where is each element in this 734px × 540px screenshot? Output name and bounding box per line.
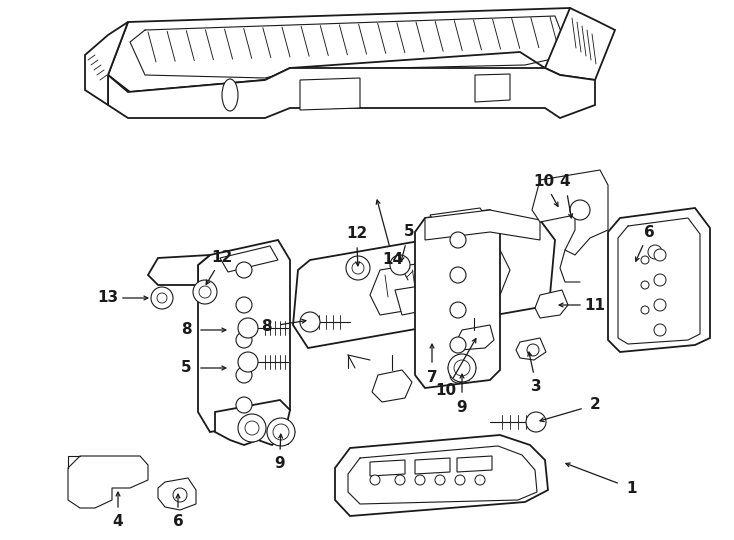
Circle shape: [238, 352, 258, 372]
Text: 8: 8: [181, 322, 192, 338]
Text: 2: 2: [590, 397, 601, 412]
Polygon shape: [415, 458, 450, 474]
Polygon shape: [532, 170, 608, 255]
Text: 14: 14: [382, 252, 404, 267]
Circle shape: [273, 424, 289, 440]
Text: 4: 4: [559, 174, 570, 188]
Text: 4: 4: [113, 515, 123, 530]
Circle shape: [570, 200, 590, 220]
Circle shape: [450, 367, 466, 383]
Polygon shape: [300, 78, 360, 110]
Polygon shape: [456, 325, 494, 350]
Circle shape: [527, 344, 539, 356]
Text: 5: 5: [181, 361, 192, 375]
Polygon shape: [335, 435, 548, 516]
Text: 13: 13: [98, 291, 119, 306]
Text: 6: 6: [172, 515, 184, 530]
Polygon shape: [608, 208, 710, 352]
Text: 9: 9: [457, 400, 468, 415]
Circle shape: [641, 306, 649, 314]
Circle shape: [390, 255, 410, 275]
Circle shape: [448, 354, 476, 382]
Text: 12: 12: [211, 250, 233, 265]
Polygon shape: [293, 220, 555, 348]
Circle shape: [475, 475, 485, 485]
Circle shape: [455, 475, 465, 485]
Circle shape: [450, 337, 466, 353]
Circle shape: [641, 281, 649, 289]
Text: 7: 7: [426, 369, 437, 384]
Text: 1: 1: [626, 481, 636, 496]
Circle shape: [236, 332, 252, 348]
Text: 8: 8: [261, 319, 272, 334]
Circle shape: [395, 475, 405, 485]
Polygon shape: [430, 208, 488, 228]
Circle shape: [450, 267, 466, 283]
Polygon shape: [370, 460, 405, 476]
Polygon shape: [158, 478, 196, 510]
Polygon shape: [370, 250, 510, 315]
Polygon shape: [535, 290, 568, 318]
Circle shape: [151, 287, 173, 309]
Circle shape: [526, 412, 546, 432]
Polygon shape: [425, 210, 540, 240]
Circle shape: [654, 249, 666, 261]
Circle shape: [654, 274, 666, 286]
Polygon shape: [475, 74, 510, 102]
Circle shape: [300, 312, 320, 332]
Text: 3: 3: [531, 379, 542, 394]
Circle shape: [238, 414, 266, 442]
Text: 9: 9: [274, 456, 285, 471]
Circle shape: [352, 262, 364, 274]
Polygon shape: [395, 282, 452, 315]
Circle shape: [173, 488, 187, 502]
Circle shape: [641, 256, 649, 264]
Polygon shape: [148, 255, 210, 285]
Polygon shape: [215, 400, 290, 445]
Circle shape: [199, 286, 211, 298]
Polygon shape: [198, 240, 290, 432]
Circle shape: [648, 245, 662, 259]
Polygon shape: [68, 456, 148, 508]
Circle shape: [236, 262, 252, 278]
Polygon shape: [545, 8, 615, 80]
Polygon shape: [457, 456, 492, 472]
Circle shape: [236, 367, 252, 383]
Text: 12: 12: [346, 226, 367, 240]
Text: 6: 6: [644, 225, 654, 240]
Circle shape: [415, 475, 425, 485]
Polygon shape: [108, 8, 590, 92]
Polygon shape: [415, 210, 500, 388]
Polygon shape: [640, 240, 672, 265]
Polygon shape: [108, 68, 595, 118]
Text: 5: 5: [404, 224, 415, 239]
Polygon shape: [372, 370, 412, 402]
Text: 11: 11: [584, 298, 606, 313]
Circle shape: [654, 299, 666, 311]
Circle shape: [157, 293, 167, 303]
Circle shape: [450, 232, 466, 248]
Text: 10: 10: [435, 383, 457, 398]
Text: 10: 10: [534, 174, 555, 189]
Circle shape: [267, 418, 295, 446]
Polygon shape: [516, 338, 546, 360]
Circle shape: [193, 280, 217, 304]
Circle shape: [454, 360, 470, 376]
Circle shape: [435, 475, 445, 485]
Circle shape: [654, 324, 666, 336]
Circle shape: [236, 397, 252, 413]
Circle shape: [346, 256, 370, 280]
Circle shape: [450, 302, 466, 318]
Circle shape: [245, 421, 259, 435]
Polygon shape: [220, 246, 278, 272]
Circle shape: [238, 318, 258, 338]
Circle shape: [370, 475, 380, 485]
Circle shape: [236, 297, 252, 313]
Polygon shape: [85, 22, 128, 105]
Ellipse shape: [222, 79, 238, 111]
